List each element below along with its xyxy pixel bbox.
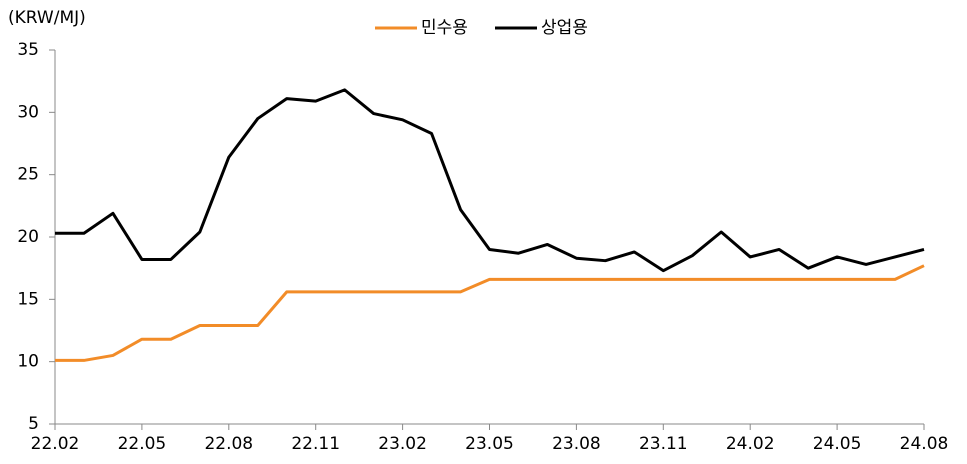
x-tick-label: 23.11 — [639, 434, 688, 454]
x-tick-label: 23.05 — [465, 434, 514, 454]
y-tick-label: 35 — [17, 40, 39, 60]
y-tick-label: 10 — [17, 352, 39, 372]
x-tick-label: 22.08 — [204, 434, 253, 454]
legend-label: 민수용 — [421, 18, 468, 38]
x-tick-label: 22.11 — [291, 434, 340, 454]
line-series — [55, 88, 925, 273]
x-tick-label: 24.02 — [726, 434, 775, 454]
y-tick-label: 5 — [28, 414, 39, 434]
line-series — [55, 264, 925, 362]
x-tick-label: 22.02 — [31, 434, 80, 454]
y-tick-label: 30 — [17, 102, 39, 122]
x-tick-label: 23.08 — [552, 434, 601, 454]
y-axis-label: (KRW/MJ) — [8, 8, 86, 28]
x-tick-label: 24.05 — [813, 434, 862, 454]
y-tick-label: 25 — [17, 165, 39, 185]
x-tick-label: 22.05 — [118, 434, 167, 454]
y-tick-label: 15 — [17, 289, 39, 309]
x-tick-label: 23.02 — [378, 434, 427, 454]
x-tick-label: 24.08 — [900, 434, 949, 454]
y-tick-label: 20 — [17, 227, 39, 247]
legend-label: 상업용 — [541, 18, 588, 38]
